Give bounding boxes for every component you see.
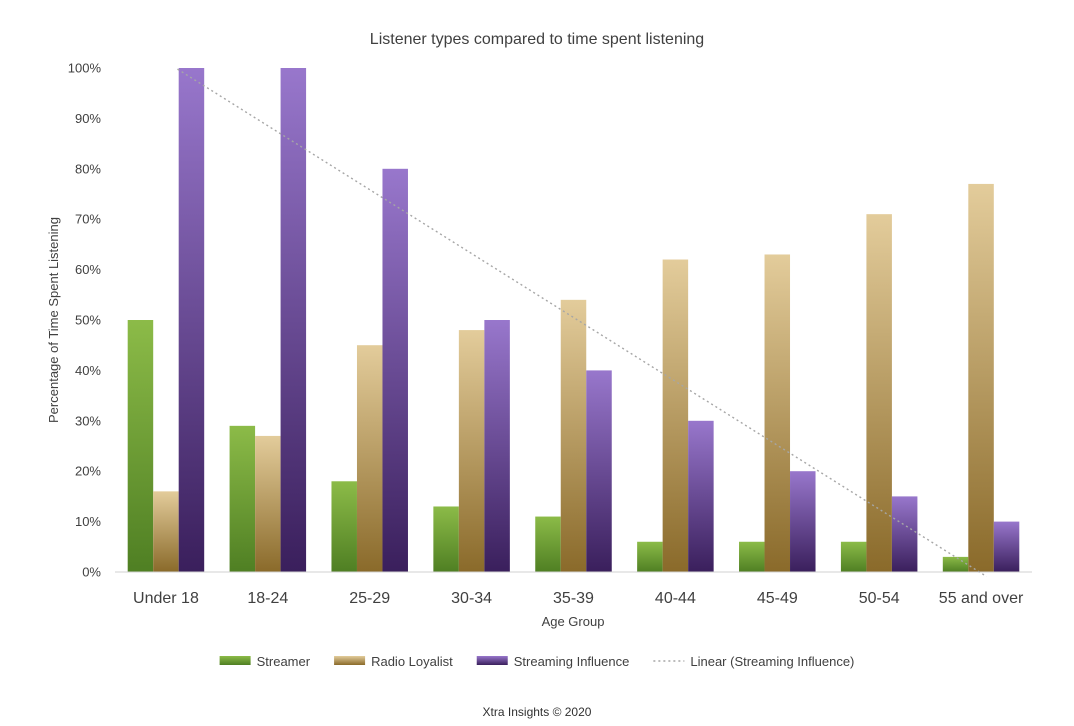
bar-streamer (433, 506, 459, 572)
legend-swatch (334, 656, 366, 665)
y-tick-label: 90% (75, 111, 101, 126)
bar-radio-loyalist (255, 435, 281, 572)
legend-label: Radio Loyalist (371, 654, 453, 669)
bar-streamer (942, 556, 969, 572)
legend-swatch (476, 656, 508, 665)
bar-radio-loyalist (458, 330, 485, 572)
bar-streamer (127, 320, 154, 572)
bar-streaming-influence (586, 370, 612, 572)
y-tick-label: 100% (68, 61, 102, 76)
y-tick-label: 30% (75, 413, 101, 428)
y-tick-label: 0% (82, 565, 101, 580)
bar-streaming-influence (280, 68, 307, 572)
x-tick-label: 55 and over (939, 590, 1024, 607)
x-tick-label: 18-24 (247, 590, 288, 607)
x-tick-label: Under 18 (133, 590, 199, 607)
bar-radio-loyalist (662, 259, 689, 572)
bar-streamer (637, 541, 663, 572)
plot-area (127, 68, 1020, 573)
y-tick-label: 20% (75, 464, 101, 479)
bar-streamer (331, 481, 357, 572)
bar-radio-loyalist (356, 345, 383, 572)
bar-streaming-influence (178, 68, 205, 572)
chart-title: Listener types compared to time spent li… (370, 31, 704, 48)
x-tick-label: 30-34 (451, 590, 492, 607)
x-tick-label: 35-39 (553, 590, 594, 607)
bar-streaming-influence (891, 496, 918, 572)
legend-item-radio-loyalist: Radio Loyalist (334, 654, 453, 669)
y-axis: 0% 10% 20% 30% 40% 50% 60% 70% 80% 90% 100% (68, 61, 102, 580)
bar-streamer (229, 425, 256, 572)
legend-item-streaming-influence: Streaming Influence (476, 654, 630, 669)
x-tick-label: 45-49 (757, 590, 798, 607)
legend-label: Linear (Streaming Influence) (690, 654, 854, 669)
legend-swatch (219, 656, 251, 665)
y-tick-label: 50% (75, 313, 101, 328)
x-axis: Under 18 18-24 25-29 30-34 35-39 40-44 45-49 50… (133, 590, 1024, 607)
y-tick-label: 70% (75, 212, 101, 227)
legend-item-streamer: Streamer (219, 654, 311, 669)
y-tick-label: 80% (75, 161, 101, 176)
trendline (177, 68, 987, 578)
bar-streamer (840, 541, 867, 572)
y-tick-label: 60% (75, 262, 101, 277)
bar-streaming-influence (484, 320, 510, 572)
x-tick-label: 25-29 (349, 590, 390, 607)
bar-radio-loyalist (968, 183, 994, 573)
x-axis-title: Age Group (542, 614, 605, 629)
x-tick-label: 40-44 (655, 590, 696, 607)
bar-radio-loyalist (560, 299, 587, 572)
legend: Streamer Radio Loyalist Streaming Influenc… (219, 654, 854, 669)
bar-radio-loyalist (764, 254, 791, 573)
bar-streaming-influence (688, 420, 714, 572)
legend-label: Streamer (257, 654, 311, 669)
bar-streamer (739, 541, 765, 572)
y-axis-title: Percentage of Time Spent Listening (46, 217, 61, 423)
y-tick-label: 10% (75, 514, 101, 529)
bar-streaming-influence (790, 471, 816, 572)
y-tick-label: 40% (75, 363, 101, 378)
bar-radio-loyalist (866, 214, 892, 572)
bar-streaming-influence (382, 168, 408, 573)
legend-item-linear-streaming-influence: Linear (Streaming Influence) (653, 654, 854, 669)
bar-streaming-influence (993, 521, 1020, 572)
legend-label: Streaming Influence (514, 654, 630, 669)
x-tick-label: 50-54 (859, 590, 900, 607)
bar-streamer (535, 516, 561, 572)
footer-copyright: Xtra Insights © 2020 (483, 705, 592, 719)
bar-radio-loyalist (153, 491, 179, 572)
